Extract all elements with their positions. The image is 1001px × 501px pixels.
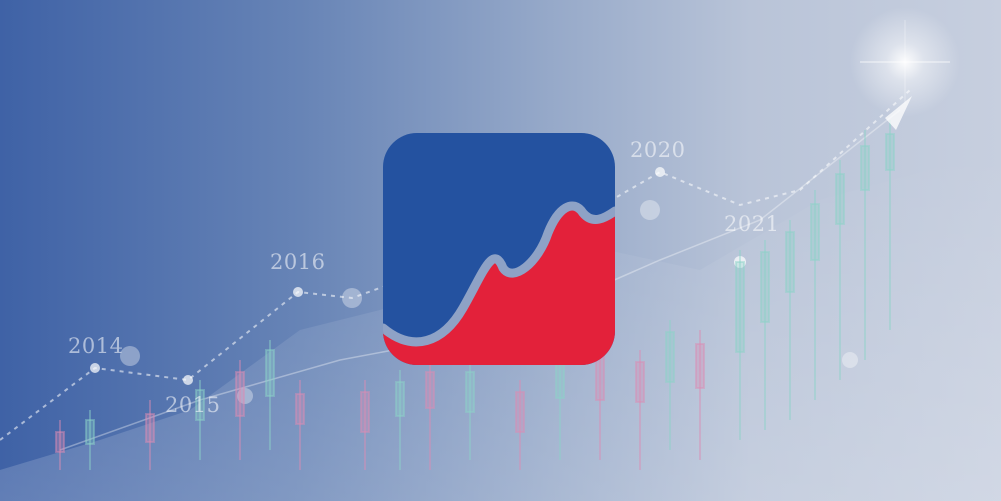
point-2015 xyxy=(183,375,193,385)
year-label-2015: 2015 xyxy=(165,393,221,417)
trend-points xyxy=(90,167,746,385)
year-label-2021: 2021 xyxy=(724,212,780,236)
glow-dots xyxy=(120,200,858,404)
point-2016 xyxy=(293,287,303,297)
candlesticks xyxy=(55,120,895,470)
point-2020 xyxy=(655,167,665,177)
logo-trend-line xyxy=(383,201,615,347)
year-label-2016: 2016 xyxy=(270,250,326,274)
logo-bottom-red xyxy=(383,205,615,365)
trend-chart-logo-icon xyxy=(383,133,615,365)
dotted-trend-line xyxy=(0,89,911,441)
year-label-2014: 2014 xyxy=(68,334,124,358)
point-2014 xyxy=(90,363,100,373)
point-2021 xyxy=(734,256,746,268)
year-label-2020: 2020 xyxy=(630,138,686,162)
